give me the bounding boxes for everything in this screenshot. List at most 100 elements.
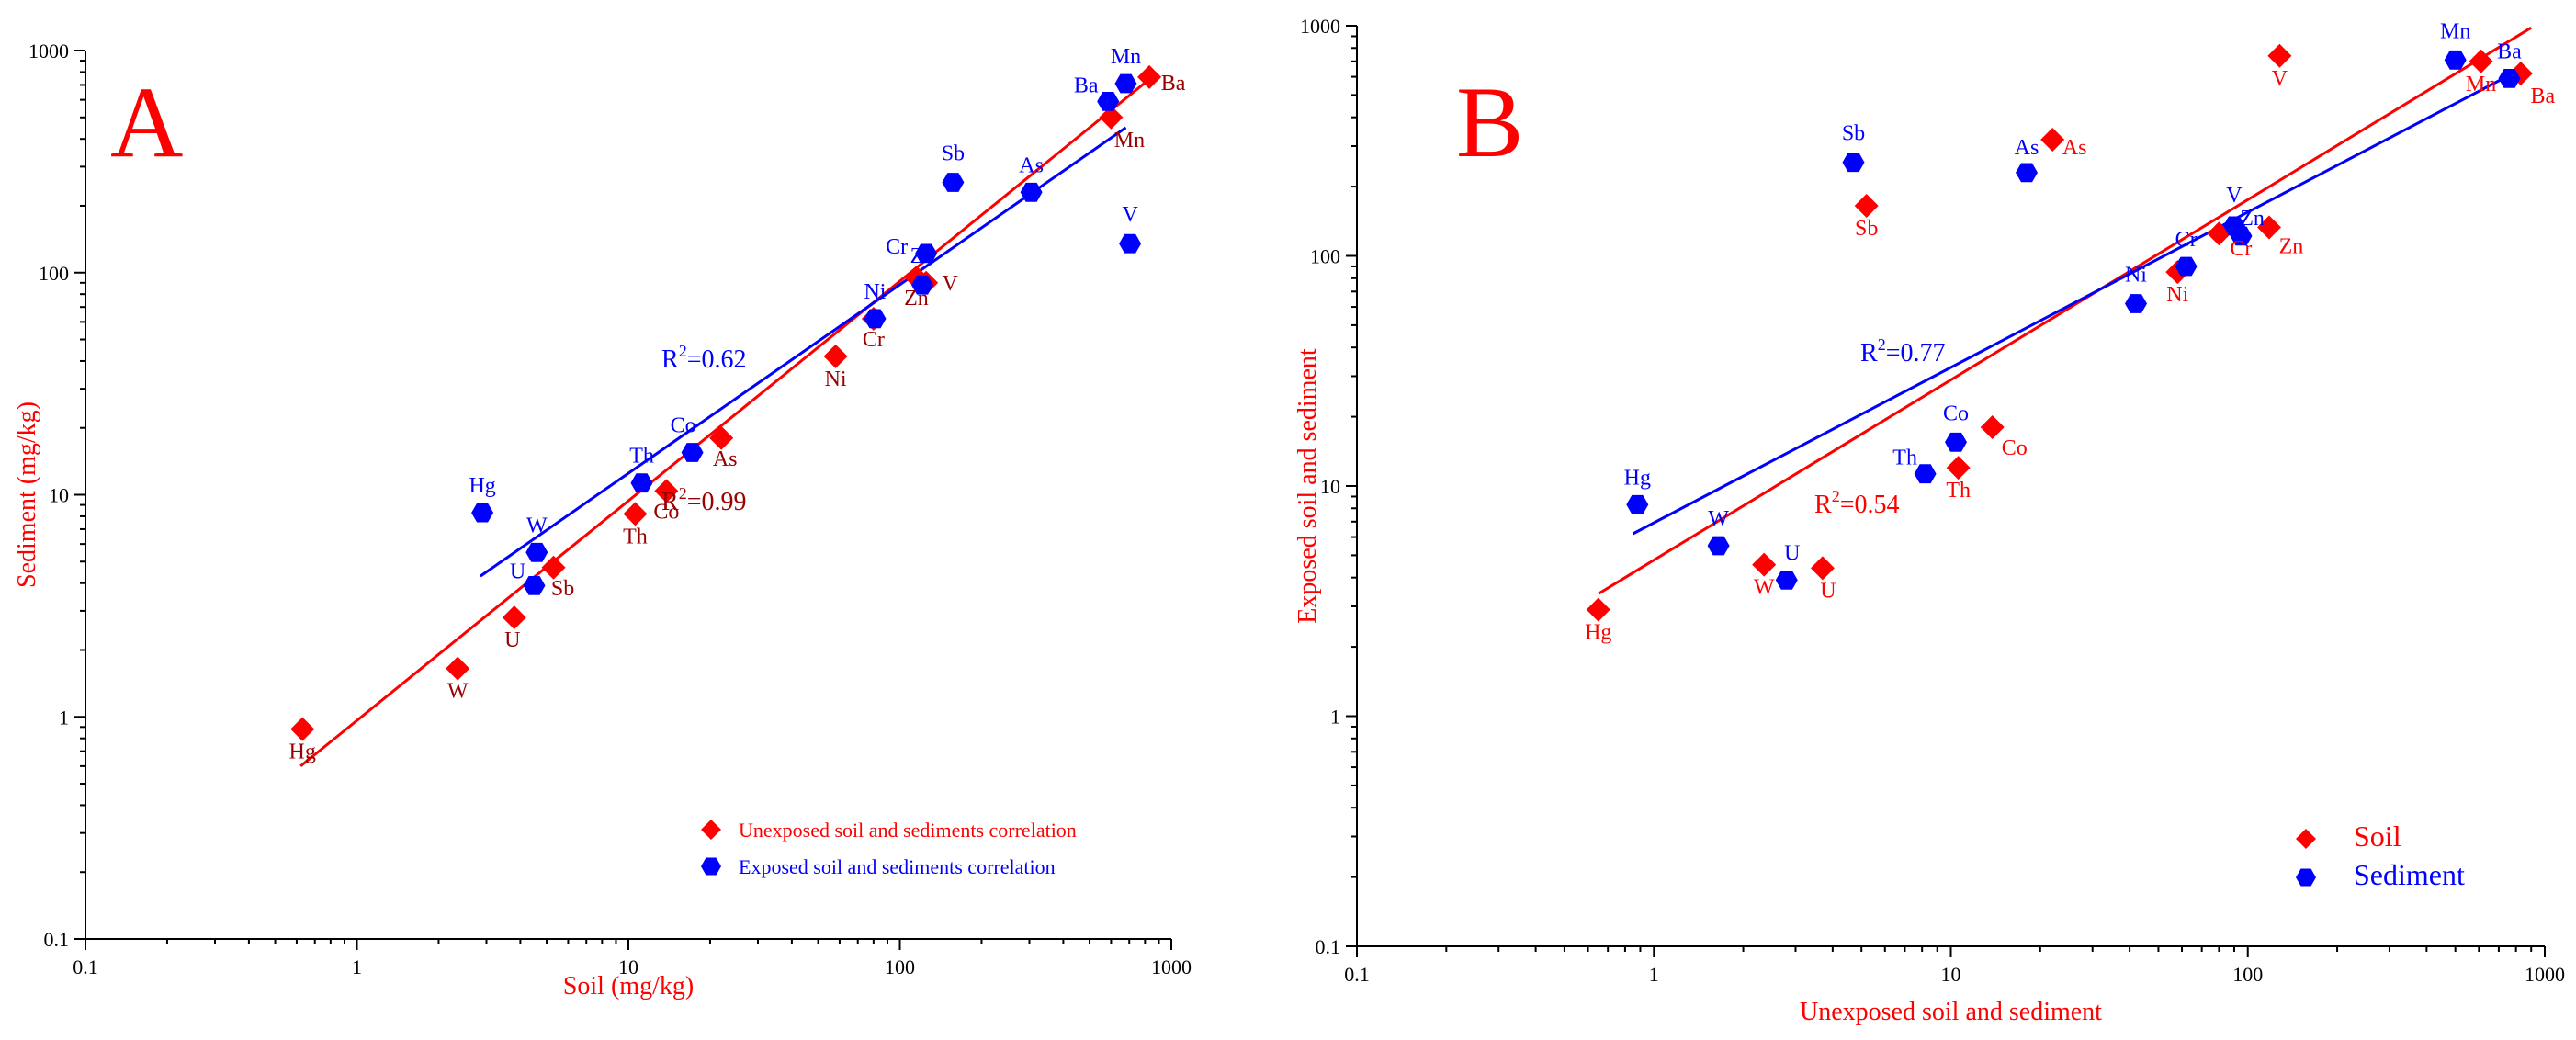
- panel-b-point-sb-hexagon: [1842, 153, 1865, 173]
- panel-b-label-as: As: [2062, 136, 2087, 160]
- panel-b-point-as-diamond: [2040, 127, 2065, 152]
- panel-b-r2-soil: R2=0.54: [1814, 487, 1899, 519]
- panel-b-point-u-hexagon: [1775, 571, 1798, 590]
- panel-a-point-as-diamond: [709, 425, 734, 450]
- panel-b-y-tick-label: 1: [1330, 706, 1340, 729]
- panel-b-y-tick-label: 0.1: [1316, 935, 1341, 958]
- panel-a-label-ni: Ni: [825, 367, 847, 391]
- panel-b-legend-marker-1: [2296, 868, 2316, 887]
- panel-b-label-mn: Mn: [2466, 73, 2496, 96]
- panel-a-label-mn: Mn: [1114, 129, 1145, 153]
- panel-a-label-co: Co: [653, 500, 679, 524]
- panel-b-point-hg-hexagon: [1626, 494, 1649, 514]
- panel-a-point-mn-hexagon: [1114, 73, 1137, 94]
- panel-a-x-tick-label: 0.1: [73, 955, 98, 978]
- panel-b-x-tick-label: 0.1: [1344, 963, 1370, 986]
- panel-a-label-w: W: [526, 514, 548, 537]
- panel-a-letter: A: [110, 66, 183, 178]
- panel-b-point-as-hexagon: [2016, 163, 2038, 183]
- panel-a-y-tick-label: 1000: [28, 40, 69, 62]
- panel-b-label-u: U: [1784, 541, 1800, 565]
- panel-a-point-ba-diamond: [1137, 64, 1162, 89]
- panel-a-y-tick-label: 0.1: [44, 928, 70, 951]
- panel-b-point-cr-hexagon: [2175, 256, 2198, 277]
- panel-b-point-th-hexagon: [1914, 464, 1937, 484]
- panel-a-y-tick-label: 10: [49, 484, 69, 507]
- panel-b-point-w-hexagon: [1707, 536, 1730, 556]
- panel-a-point-ba-hexagon: [1097, 92, 1120, 111]
- panel-b-label-ba: Ba: [2497, 40, 2522, 63]
- panel-a-point-mn-diamond: [1099, 105, 1124, 130]
- panel-b-label-mn: Mn: [2440, 19, 2470, 43]
- panel-a-label-as: As: [1019, 153, 1044, 177]
- panel-a-r2-sediment: R2=0.62: [661, 342, 746, 374]
- panel-b-label-as: As: [2015, 136, 2039, 160]
- panel-a-point-w-hexagon: [525, 542, 548, 562]
- panel-a-r2-soil: R2=0.99: [661, 484, 746, 516]
- panel-b-point-mn-diamond: [2469, 49, 2493, 73]
- panel-b-fit-line-red: [1597, 26, 2532, 595]
- panel-a-point-hg-hexagon: [471, 503, 494, 523]
- panel-b-label-w: W: [1708, 507, 1729, 531]
- panel-a-point-u-hexagon: [523, 576, 546, 595]
- panel-a-x-axis-title: Soil (mg/kg): [563, 972, 694, 1000]
- panel-b-label-sb: Sb: [1855, 217, 1878, 241]
- panel-a-legend-label-1: Exposed soil and sediments correlation: [739, 855, 1056, 878]
- panel-b-x-axis-title: Unexposed soil and sediment: [1800, 998, 2102, 1026]
- panel-b-point-mn-hexagon: [2444, 50, 2467, 70]
- panel-a-fit-line-blue: [480, 126, 1127, 578]
- panel-b-y-tick-label: 10: [1320, 475, 1340, 498]
- panel-b-point-co-hexagon: [1945, 432, 1967, 452]
- panel-a-point-zn-hexagon: [911, 275, 933, 295]
- panel-a-point-cr-hexagon: [915, 243, 938, 264]
- panel-b-label-cr: Cr: [2230, 237, 2252, 261]
- panel-a-label-sb: Sb: [551, 577, 574, 601]
- panel-b-letter: B: [1456, 66, 1523, 178]
- panel-b-label-w: W: [1754, 576, 1775, 600]
- panel-b-label-hg: Hg: [1585, 621, 1611, 645]
- panel-a-legend-marker-1: [701, 857, 721, 876]
- panel-a-legend-label-0: Unexposed soil and sediments correlation: [739, 819, 1077, 842]
- panel-a-label-zn: Zn: [904, 287, 929, 311]
- panel-b-label-v: V: [2226, 184, 2243, 208]
- panel-b-label-th: Th: [1892, 447, 1917, 470]
- panel-b-x-tick-label: 1000: [2525, 963, 2565, 986]
- panel-a-point-co-diamond: [654, 479, 679, 503]
- panel-a-point-as-hexagon: [1020, 182, 1043, 202]
- panel-b-fit-line-blue: [1632, 72, 2514, 536]
- panel-b-label-ba: Ba: [2531, 85, 2556, 108]
- panel-a-point-v-hexagon: [1119, 233, 1142, 254]
- panel-b-label-ni: Ni: [2125, 264, 2147, 288]
- panel-a-x-tick-label: 1000: [1151, 955, 1192, 978]
- panel-a-label-co: Co: [671, 413, 696, 437]
- panel-b-y-tick-label: 1000: [1300, 15, 1340, 38]
- panel-a-point-ni-diamond: [823, 344, 848, 368]
- panel-a-label-u: U: [510, 560, 525, 583]
- panel-a-label-v: V: [942, 272, 958, 296]
- panel-b-point-w-diamond: [1752, 552, 1777, 577]
- panel-b-point-ba-hexagon: [2498, 69, 2521, 88]
- panel-b-label-ni: Ni: [2166, 283, 2188, 307]
- panel-a-point-sb-diamond: [541, 555, 566, 580]
- panel-a-label-mn: Mn: [1111, 45, 1141, 69]
- panel-a-x-tick-label: 1: [352, 955, 362, 978]
- panel-b-label-zn: Zn: [2240, 207, 2265, 231]
- panel-b-point-co-diamond: [1980, 415, 2005, 440]
- panel-b-point-zn-diamond: [2256, 215, 2281, 240]
- panel-a-label-zn: Zn: [910, 244, 935, 268]
- panel-b-x-tick-label: 10: [1941, 963, 1961, 986]
- panel-b-label-hg: Hg: [1624, 466, 1651, 490]
- panel-b-point-zn-hexagon: [2230, 226, 2253, 246]
- panel-b-point-v-diamond: [2267, 43, 2292, 68]
- panel-b-point-ni-hexagon: [2125, 294, 2147, 313]
- panel-a-label-v: V: [1122, 203, 1138, 227]
- panel-a-point-w-diamond: [446, 656, 470, 681]
- panel-b-point-th-diamond: [1946, 456, 1971, 480]
- panel-a-point-th-diamond: [623, 502, 648, 526]
- panel-a-label-hg: Hg: [289, 740, 316, 764]
- panel-a-label-cr: Cr: [886, 235, 908, 259]
- panel-a-label-th: Th: [629, 445, 654, 469]
- panel-b-x-tick-label: 1: [1649, 963, 1659, 986]
- panel-a-point-u-diamond: [502, 605, 526, 630]
